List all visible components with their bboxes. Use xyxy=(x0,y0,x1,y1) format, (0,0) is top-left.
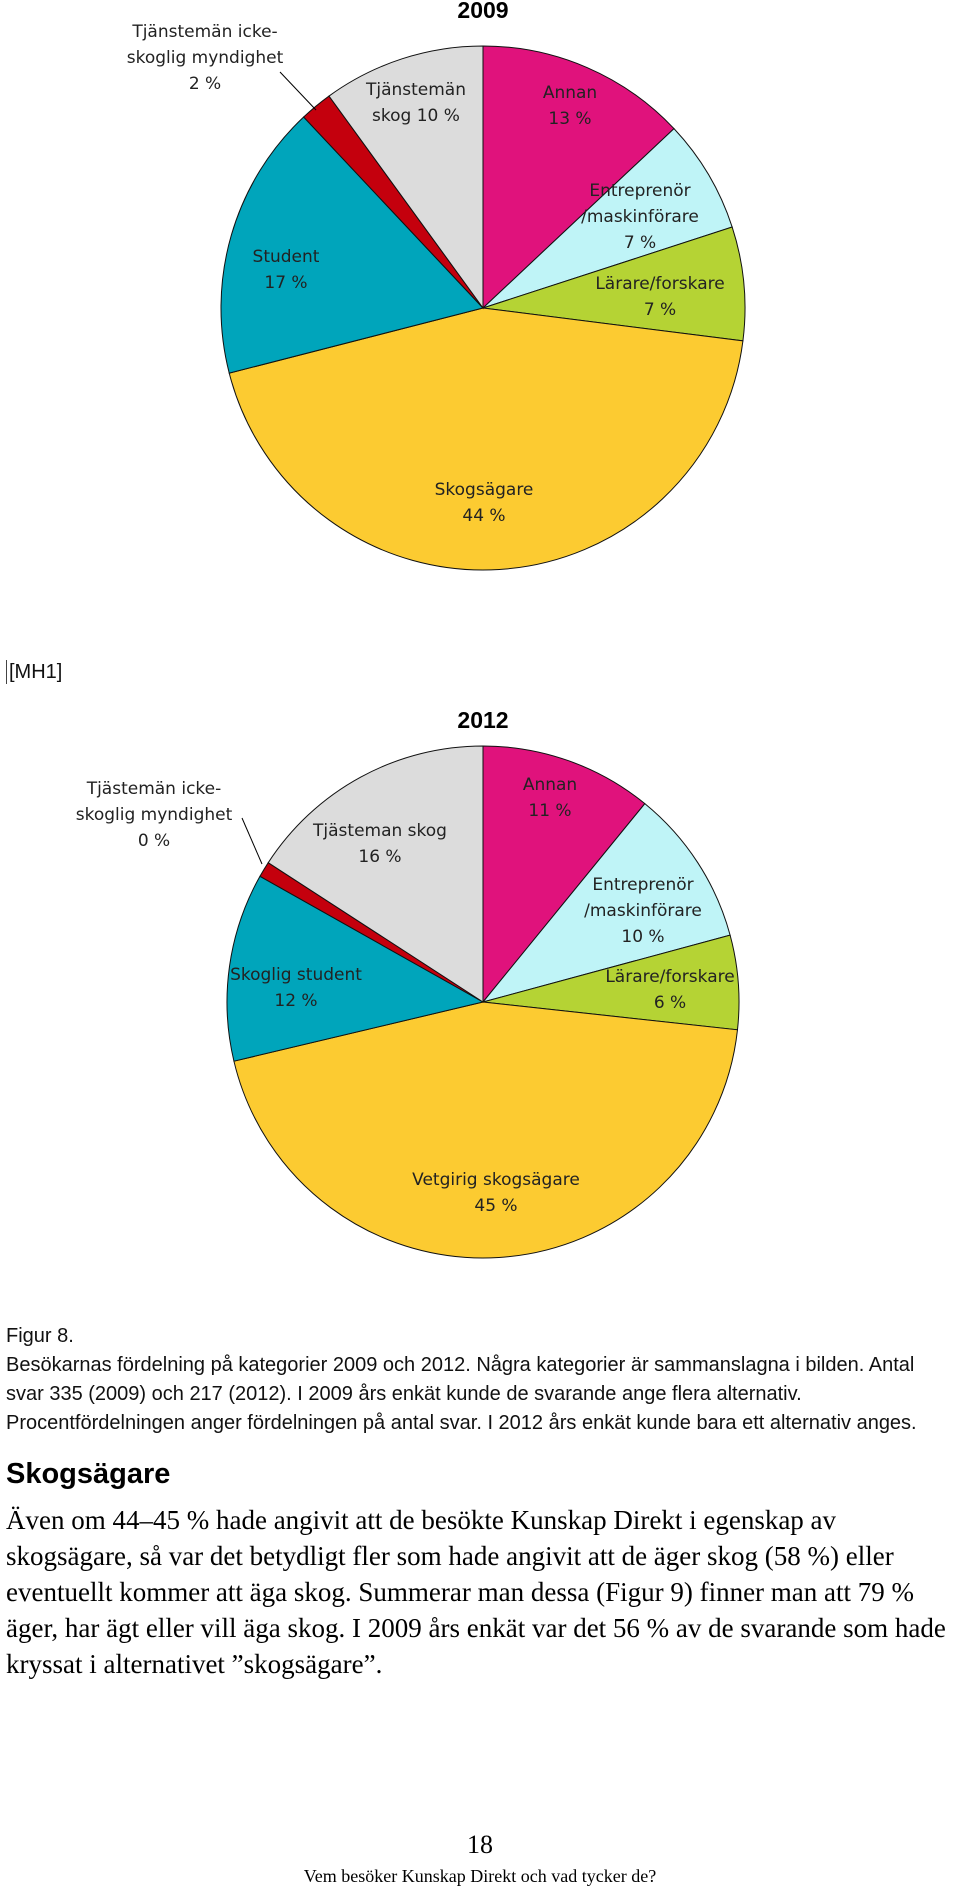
slice-label-line: Tjästemän icke- xyxy=(86,779,222,799)
slice-label-line: 2 % xyxy=(189,74,221,94)
slice-label: Lärare/forskare 7 % xyxy=(595,274,724,320)
slice-label: Tjänstemän icke-skoglig myndighet 2 % xyxy=(127,22,284,94)
pie-slice xyxy=(328,45,484,310)
pie-slice xyxy=(482,745,646,1004)
slice-label: Skogsägare 44 % xyxy=(435,480,534,526)
slice-label-line: Skoglig student xyxy=(230,965,362,985)
pie-slices xyxy=(220,45,746,571)
slice-label: Annan 11 % xyxy=(523,775,577,821)
slice-label: Entreprenör/maskinförare 7 % xyxy=(581,181,699,253)
slice-label-line: /maskinförare xyxy=(581,207,699,227)
slice-label-line: skog 10 % xyxy=(372,106,460,126)
slice-label-line: 44 % xyxy=(462,506,505,526)
slice-label-line: 10 % xyxy=(621,927,664,947)
slice-label-line: Tjänstemän xyxy=(365,80,466,100)
pie-slice xyxy=(482,127,733,309)
slice-label-line: Lärare/forskare xyxy=(595,274,724,294)
slice-label-line: 45 % xyxy=(474,1196,517,1216)
slice-label-line: 0 % xyxy=(138,831,170,851)
slice-label-line: 16 % xyxy=(358,847,401,867)
slice-label-line: 17 % xyxy=(264,273,307,293)
pie-slice xyxy=(482,45,675,310)
figure-label: Figur 8. xyxy=(6,1325,74,1347)
slice-label-line: 12 % xyxy=(274,991,317,1011)
slice-label: Skoglig student 12 % xyxy=(230,965,362,1011)
pie-chart-2009: 2009 Annan 13 % Entreprenör/maskinförare 7 … xyxy=(127,0,746,571)
pie-slice xyxy=(482,226,746,342)
slice-label: Lärare/forskare 6 % xyxy=(605,967,734,1013)
slice-label-line: Student xyxy=(253,247,320,267)
slice-label-line: Entreprenör xyxy=(592,875,693,895)
slice-label: Vetgirig skogsägare 45 % xyxy=(412,1170,580,1216)
slice-label-line: Annan xyxy=(523,775,577,795)
slice-label: Annan 13 % xyxy=(543,83,597,129)
pie-slices xyxy=(226,745,740,1259)
slice-label: Tjästeman skog 16 % xyxy=(312,821,447,867)
slice-label-line: Vetgirig skogsägare xyxy=(412,1170,580,1190)
slice-label-line: Skogsägare xyxy=(435,480,534,500)
section-heading: Skogsägare xyxy=(6,1458,171,1490)
pie-chart-2012: 2012 Annan 11 % Entreprenör/maskinförare 10… xyxy=(76,707,740,1259)
slice-label-line: Annan xyxy=(543,83,597,103)
slice-label-line: Tjästeman skog xyxy=(312,821,447,841)
pie-slice xyxy=(220,116,484,374)
pie-slice xyxy=(233,1001,739,1259)
slice-labels: Annan 11 % Entreprenör/maskinförare 10 % Lär… xyxy=(76,775,735,1216)
slice-label-line: Entreprenör xyxy=(589,181,690,201)
slice-label-line: 7 % xyxy=(624,233,656,253)
slice-label-line: 7 % xyxy=(644,300,676,320)
pie-slice xyxy=(226,875,485,1062)
slice-label: Tjästemän icke-skoglig myndighet 0 % xyxy=(76,779,233,851)
slice-label-line: 6 % xyxy=(654,993,686,1013)
slice-label: Tjänstemän skog 10 % xyxy=(365,80,466,126)
slice-label-line: 11 % xyxy=(528,801,571,821)
chart-title: 2012 xyxy=(457,707,508,733)
chart-title: 2009 xyxy=(457,0,508,23)
body-paragraph: Även om 44–45 % hade angivit att de besö… xyxy=(6,1505,946,1679)
slice-label-line: Tjänstemän icke- xyxy=(131,22,277,42)
slice-label-line: skoglig myndighet xyxy=(76,805,233,825)
caption-text: Besökarnas fördelning på kategorier 2009… xyxy=(6,1354,917,1434)
page-number: 18 xyxy=(467,1830,493,1859)
comment-marker[interactable]: [MH1] xyxy=(6,660,62,684)
figure-caption: Figur 8. Besökarnas fördelning på katego… xyxy=(6,1322,946,1438)
slice-label: Entreprenör/maskinförare 10 % xyxy=(584,875,702,947)
page-footer: Vem besöker Kunskap Direkt och vad tycke… xyxy=(303,1866,657,1886)
slice-labels: Annan 13 %Entreprenör/maskinförare 7 %Lära… xyxy=(127,22,725,526)
slice-label-line: skoglig myndighet xyxy=(127,48,284,68)
leader-line xyxy=(279,71,317,111)
pie-slice xyxy=(228,307,744,571)
slice-label-line: /maskinförare xyxy=(584,901,702,921)
slice-label-line: Lärare/forskare xyxy=(605,967,734,987)
pie-slice xyxy=(267,745,484,1003)
slice-label: Student 17 % xyxy=(253,247,320,293)
slice-label-line: 13 % xyxy=(548,109,591,129)
pie-slice xyxy=(481,802,731,1003)
leader-line xyxy=(241,817,263,865)
